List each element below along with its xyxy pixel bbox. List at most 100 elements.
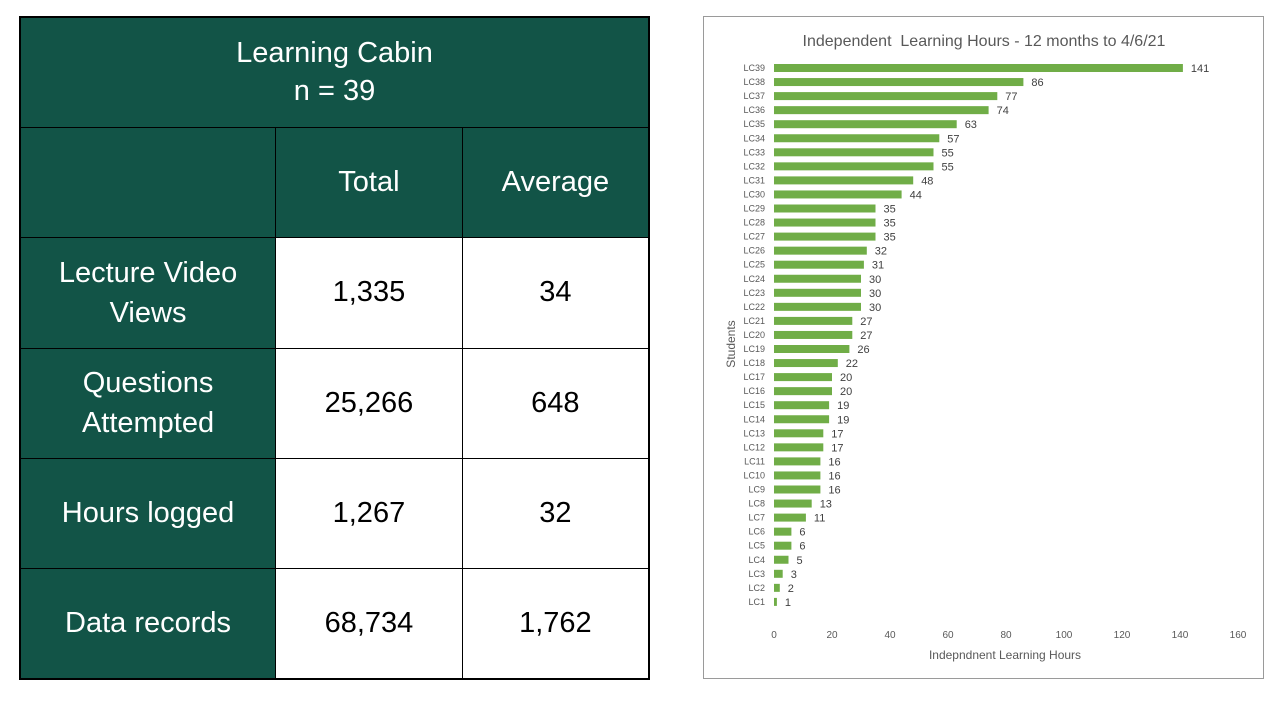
bar — [774, 457, 821, 466]
data-label: 63 — [965, 119, 977, 131]
x-tick-label: 60 — [942, 630, 954, 641]
x-tick-label: 40 — [884, 630, 896, 641]
row-label-cell: Questions Attempted — [19, 347, 277, 459]
data-label: 48 — [921, 175, 933, 187]
category-label: LC34 — [743, 133, 765, 143]
category-label: LC13 — [743, 428, 765, 438]
data-label: 17 — [831, 428, 843, 440]
category-label: LC23 — [743, 288, 765, 298]
category-label: LC19 — [743, 344, 765, 354]
data-label: 77 — [1005, 91, 1017, 103]
x-tick-label: 100 — [1056, 630, 1073, 641]
bar — [774, 162, 934, 171]
category-label: LC37 — [743, 91, 765, 101]
bar — [774, 92, 998, 101]
category-label: LC26 — [743, 246, 765, 256]
data-label: 13 — [820, 499, 832, 511]
bar — [774, 429, 824, 438]
x-tick-labels: 0 20 40 60 80 100 120 140 160 — [771, 630, 1247, 641]
header-average: Average — [461, 126, 650, 238]
bar — [774, 288, 861, 297]
data-label: 30 — [869, 302, 881, 314]
category-label: LC16 — [743, 386, 765, 396]
x-axis-label: Indepndnent Learning Hours — [929, 648, 1081, 662]
data-label: 57 — [947, 133, 959, 145]
category-label: LC7 — [748, 513, 765, 523]
category-label: LC27 — [743, 232, 765, 242]
x-tick-label: 0 — [771, 630, 777, 641]
row-label-cell: Hours logged — [19, 457, 277, 569]
bar — [774, 204, 876, 213]
category-label: LC3 — [748, 569, 765, 579]
data-label: 30 — [869, 288, 881, 300]
data-label: 35 — [884, 218, 896, 230]
data-label: 11 — [814, 513, 825, 525]
row-label: Hours logged — [61, 497, 235, 529]
data-label: 20 — [840, 386, 852, 398]
category-label: LC4 — [748, 555, 765, 565]
category-label: LC29 — [743, 204, 765, 214]
category-label: LC22 — [743, 302, 765, 312]
data-label: 6 — [799, 541, 805, 553]
category-label: LC5 — [748, 541, 765, 551]
bar — [774, 541, 792, 550]
table-title: Learning Cabin — [236, 37, 433, 70]
data-label: 86 — [1031, 77, 1043, 89]
row-total: 1,335 — [275, 236, 463, 349]
data-label: 3 — [791, 569, 797, 581]
data-label: 19 — [837, 400, 849, 412]
bar — [774, 485, 821, 494]
row-average: 34 — [461, 236, 650, 349]
bar — [774, 415, 830, 424]
bar — [774, 471, 821, 480]
category-label: LC14 — [743, 414, 765, 424]
data-label: 16 — [828, 485, 840, 497]
row-average: 32 — [461, 457, 650, 569]
category-label: LC10 — [743, 470, 765, 480]
learning-cabin-stats-table: Learning Cabin n = 39 Total Average Lect… — [19, 16, 650, 680]
bar — [774, 330, 853, 339]
x-tick-label: 20 — [826, 630, 838, 641]
data-label: 1 — [785, 597, 791, 609]
bar — [774, 443, 824, 452]
bar — [774, 78, 1024, 87]
category-label: LC28 — [743, 218, 765, 228]
data-label: 6 — [799, 527, 805, 539]
data-label: 5 — [797, 555, 803, 567]
row-total: 68,734 — [275, 567, 463, 680]
category-label: LC12 — [743, 442, 765, 452]
category-label: LC32 — [743, 161, 765, 171]
category-label: LC30 — [743, 189, 765, 199]
row-total: 25,266 — [275, 347, 463, 459]
data-label: 26 — [857, 344, 869, 356]
bar — [774, 232, 876, 241]
category-label: LC15 — [743, 400, 765, 410]
bar — [774, 218, 876, 227]
row-label-cell: Lecture Video Views — [19, 236, 277, 349]
row-label: Questions — [82, 367, 214, 399]
x-tick-label: 120 — [1114, 630, 1131, 641]
x-tick-label: 160 — [1230, 630, 1247, 641]
category-label: LC25 — [743, 260, 765, 270]
bar — [774, 583, 780, 592]
data-label: 74 — [997, 105, 1009, 117]
bar — [774, 345, 850, 353]
table-row: Data records 68,734 1,762 — [19, 567, 650, 680]
bar — [774, 176, 914, 185]
data-label: 141 — [1191, 63, 1209, 75]
row-label: Lecture Video — [58, 256, 238, 289]
data-label: 2 — [788, 583, 794, 595]
table-row: Lecture Video Views 1,335 34 — [19, 236, 650, 349]
row-label-continued: Attempted — [81, 407, 215, 439]
bar — [774, 499, 812, 508]
data-label: 27 — [860, 316, 872, 328]
data-label: 19 — [837, 414, 849, 426]
row-label-continued: Views — [109, 296, 187, 329]
data-label: 16 — [828, 470, 840, 482]
bar — [774, 387, 832, 396]
data-label: 35 — [884, 232, 896, 244]
bar — [774, 359, 838, 368]
data-label: 31 — [872, 260, 884, 272]
table-title-cell: Learning Cabin n = 39 — [19, 16, 650, 128]
category-label: LC39 — [743, 63, 765, 73]
